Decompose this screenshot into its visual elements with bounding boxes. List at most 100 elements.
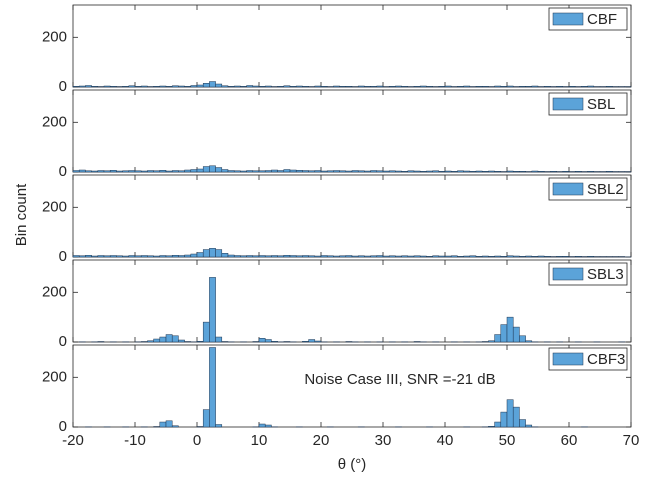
bar: [351, 170, 359, 173]
bar: [345, 86, 353, 88]
bar: [178, 255, 185, 258]
bar: [147, 340, 154, 343]
bar: [233, 255, 241, 258]
bar: [196, 84, 204, 88]
bar: [314, 85, 322, 88]
y-tick-label: 0: [59, 78, 67, 95]
bar: [556, 86, 564, 88]
bar: [494, 255, 502, 258]
bar: [97, 255, 105, 258]
bar: [413, 255, 421, 258]
bar: [587, 85, 595, 88]
bar: [202, 166, 210, 173]
bar: [407, 255, 415, 258]
bar: [339, 86, 347, 88]
bar: [438, 171, 446, 173]
bar: [537, 255, 545, 258]
bar: [153, 338, 161, 343]
bar: [438, 86, 446, 88]
bar: [153, 255, 161, 258]
legend-label: CBF: [587, 11, 617, 28]
bar: [450, 171, 458, 173]
bar: [395, 170, 402, 173]
bar: [165, 255, 173, 258]
x-tick-label: 50: [499, 432, 516, 449]
bar: [388, 255, 396, 258]
bar: [252, 85, 260, 88]
bar: [506, 399, 514, 428]
bar: [308, 170, 316, 173]
bar: [320, 86, 328, 88]
bar: [159, 170, 167, 173]
bar: [246, 170, 254, 173]
y-tick-label: 200: [42, 198, 67, 215]
bar: [258, 255, 266, 258]
bar: [202, 321, 210, 343]
bar: [240, 86, 247, 88]
bar: [388, 86, 396, 88]
bar: [85, 255, 92, 258]
bar: [159, 85, 167, 88]
bar: [568, 86, 576, 88]
bar: [91, 170, 99, 173]
bar: [512, 255, 520, 258]
bar: [556, 256, 564, 258]
x-tick-label: 10: [251, 432, 268, 449]
bar: [165, 420, 173, 428]
bar: [500, 86, 508, 88]
bar: [85, 170, 92, 173]
legend-swatch: [552, 182, 584, 196]
bar: [85, 85, 92, 88]
bar: [159, 255, 167, 258]
x-tick-label: 60: [561, 432, 578, 449]
bar: [271, 169, 278, 173]
y-tick-label: 200: [42, 113, 67, 130]
bar: [78, 255, 86, 258]
legend-swatch: [552, 267, 584, 281]
annotation: Noise Case III, SNR =-21 dB: [304, 371, 495, 388]
bar: [314, 170, 322, 173]
bar: [488, 256, 495, 258]
bar: [457, 256, 464, 258]
bar: [333, 170, 340, 173]
bar: [277, 255, 285, 258]
bar: [587, 171, 595, 173]
bar: [550, 171, 557, 173]
bar: [531, 170, 539, 173]
bar: [463, 170, 471, 173]
bar: [500, 411, 508, 428]
bar: [190, 169, 198, 173]
x-axis-label: θ (°): [338, 456, 367, 473]
bar: [364, 170, 371, 173]
bar: [519, 86, 526, 88]
plot-frame: [72, 174, 632, 258]
bar: [283, 169, 291, 173]
bar: [444, 255, 452, 258]
bar: [302, 170, 309, 173]
bar: [221, 253, 229, 258]
bar: [153, 86, 161, 88]
bar: [345, 170, 353, 173]
bar: [240, 255, 247, 258]
bar: [295, 170, 303, 173]
bar: [512, 171, 520, 173]
legend: SBL3: [548, 262, 628, 286]
bar: [401, 86, 409, 88]
bar: [519, 335, 526, 343]
bar: [209, 165, 216, 173]
bar: [209, 81, 216, 88]
bar: [178, 85, 185, 88]
bar: [562, 171, 570, 173]
bar: [264, 255, 272, 258]
bar: [320, 255, 328, 258]
bar: [562, 256, 570, 258]
bar: [376, 255, 384, 258]
bar: [134, 170, 142, 173]
bar: [209, 277, 216, 343]
bar: [221, 85, 229, 88]
bar: [72, 86, 80, 88]
legend-swatch: [552, 97, 584, 111]
bar: [419, 171, 427, 173]
bar: [190, 85, 198, 88]
bar: [432, 170, 440, 173]
